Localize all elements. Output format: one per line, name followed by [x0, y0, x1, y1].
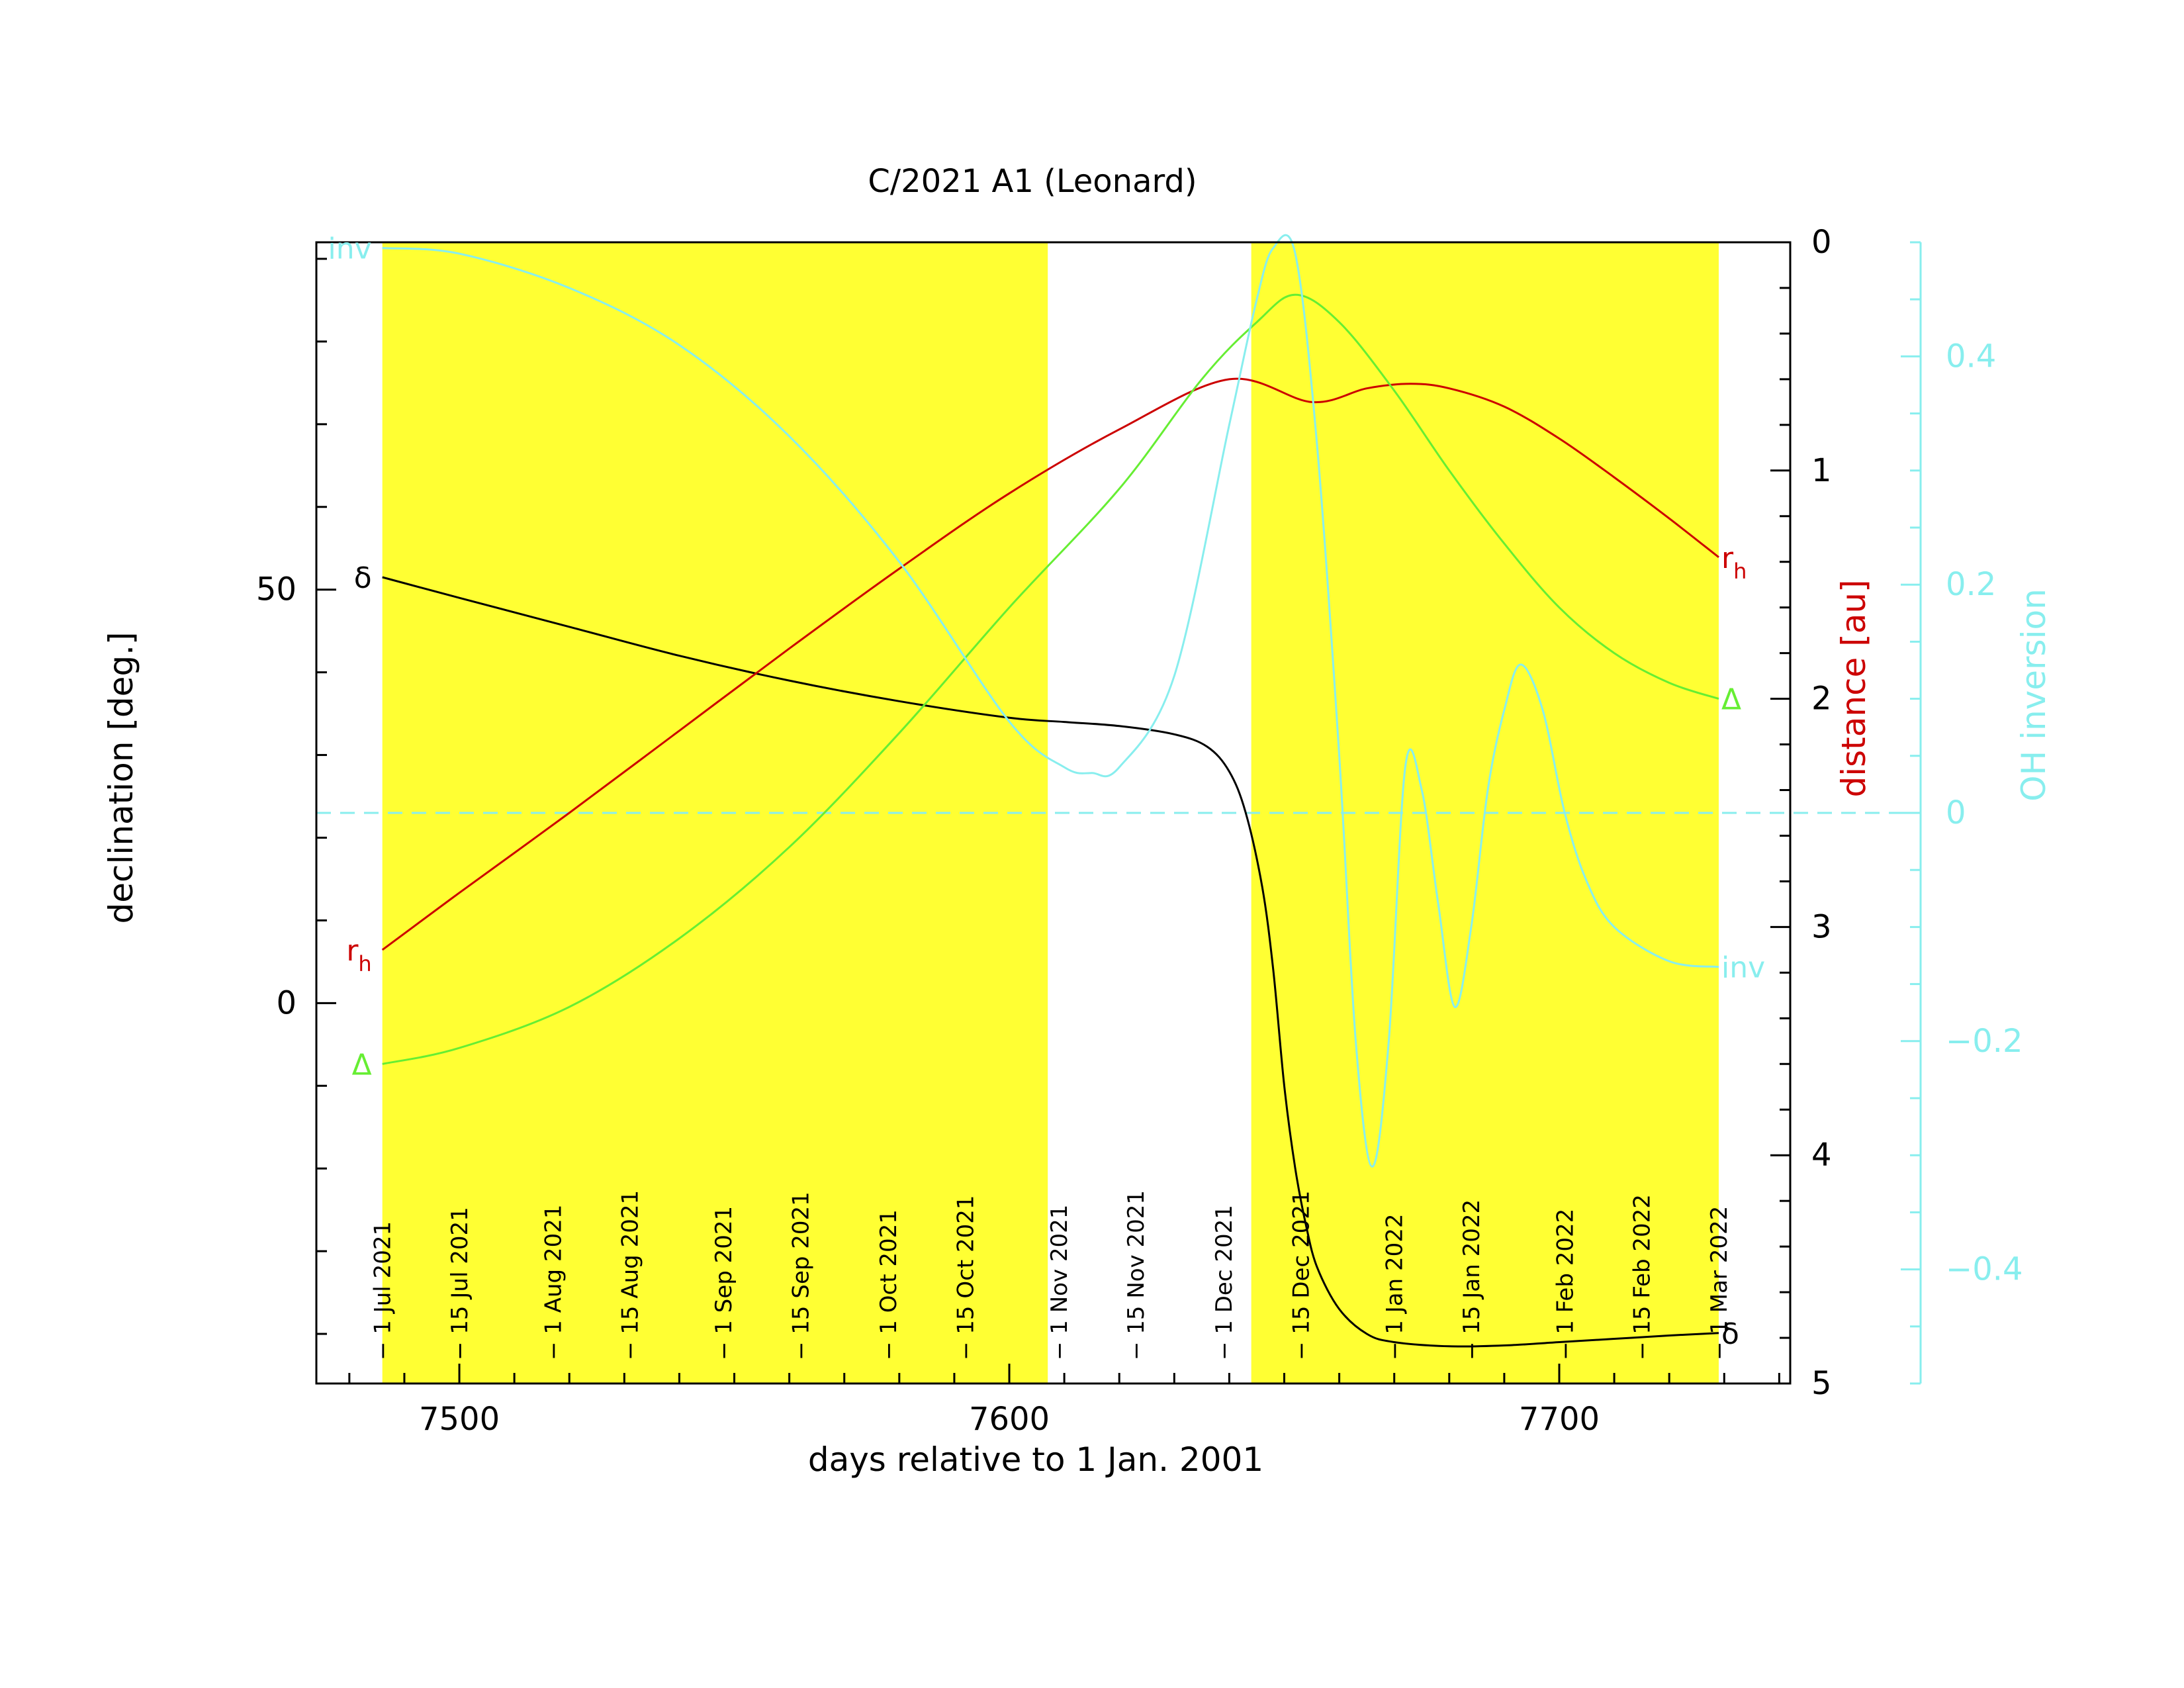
date-marks: − 1 Jul 2021 − 15 Jul 2021 − 1 Aug 2021 − 1…: [370, 1190, 1733, 1360]
date-mark-label-10: − 1 Dec 2021: [1211, 1205, 1238, 1360]
curve-label-3: rh: [1721, 541, 1747, 584]
distance-tick-label-0: 0: [1811, 224, 1832, 261]
curve-label-5: Δ: [1721, 683, 1741, 717]
date-mark-label-5: − 15 Sep 2021: [788, 1192, 814, 1360]
series-line-inv: [382, 234, 1719, 1168]
distance-tick-label-4: 4: [1811, 1137, 1832, 1174]
distance-tick-label-3: 3: [1811, 908, 1832, 945]
distance-tick-label-2: 2: [1811, 680, 1832, 718]
series-line-rh: [381, 377, 1719, 951]
distance-tick-label-1: 1: [1811, 452, 1832, 489]
x-axis-label: days relative to 1 Jan. 2001: [808, 1440, 1263, 1479]
series-lines: [381, 234, 1719, 1348]
left-tick-label-0: 0: [276, 984, 296, 1021]
y-axis-label-distance: distance [au]: [1835, 579, 1873, 797]
y-axis-label-declination: declination [deg.]: [102, 632, 140, 924]
curve-label-0: δ: [354, 561, 372, 595]
x-tick-label-7700: 7700: [1519, 1401, 1600, 1438]
date-mark-label-12: − 1 Jan 2022: [1382, 1214, 1408, 1360]
date-mark-label-4: − 1 Sep 2021: [711, 1206, 737, 1360]
date-mark-label-9: − 15 Nov 2021: [1123, 1190, 1150, 1360]
date-mark-label-0: − 1 Jul 2021: [370, 1221, 396, 1360]
series-line-δ: [382, 576, 1719, 1348]
date-mark-label-2: − 1 Aug 2021: [540, 1205, 567, 1360]
y-axis-label-inversion: OH inversion: [2015, 588, 2053, 802]
date-mark-label-8: − 1 Nov 2021: [1046, 1205, 1073, 1360]
date-mark-label-6: − 1 Oct 2021: [876, 1209, 902, 1360]
date-mark-label-7: − 15 Oct 2021: [953, 1196, 979, 1361]
curve-label-4: Δ: [352, 1048, 372, 1082]
date-mark-label-13: − 15 Jan 2022: [1459, 1199, 1485, 1360]
curve-label-2: rh: [346, 934, 371, 976]
distance-tick-label-5: 5: [1811, 1365, 1832, 1402]
chart-title: C/2021 A1 (Leonard): [868, 163, 1197, 200]
left-tick-label-50: 50: [256, 571, 296, 608]
plot-frame: [315, 241, 1792, 1385]
curve-label-1: δ: [1721, 1317, 1739, 1351]
axes: 7500 7600 7700 0 50 0 1 2 3 4 5 −0.4 −0.2 0 0.2 0.4: [256, 224, 2023, 1438]
date-mark-label-15: − 15 Feb 2022: [1629, 1194, 1656, 1360]
date-mark-label-11: − 15 Dec 2021: [1288, 1191, 1314, 1361]
inversion-tick-label-1: −0.2: [1946, 1023, 2023, 1060]
inversion-tick-label-3: 0.2: [1946, 566, 1996, 603]
curve-label-6: inv: [328, 232, 372, 266]
x-tick-label-7500: 7500: [419, 1401, 500, 1438]
date-mark-label-3: − 15 Aug 2021: [617, 1190, 644, 1360]
date-mark-label-16: − 1 Mar 2022: [1706, 1206, 1733, 1360]
date-mark-label-1: − 15 Jul 2021: [447, 1207, 473, 1360]
date-mark-label-14: − 1 Feb 2022: [1552, 1209, 1578, 1360]
x-tick-label-7600: 7600: [969, 1401, 1050, 1438]
curve-label-7: inv: [1721, 951, 1765, 985]
inversion-tick-label-4: 0.4: [1946, 338, 1996, 375]
inversion-tick-label-0: −0.4: [1946, 1251, 2023, 1288]
series-line-Δ: [382, 293, 1719, 1065]
inversion-tick-label-2: 0: [1946, 794, 1966, 831]
